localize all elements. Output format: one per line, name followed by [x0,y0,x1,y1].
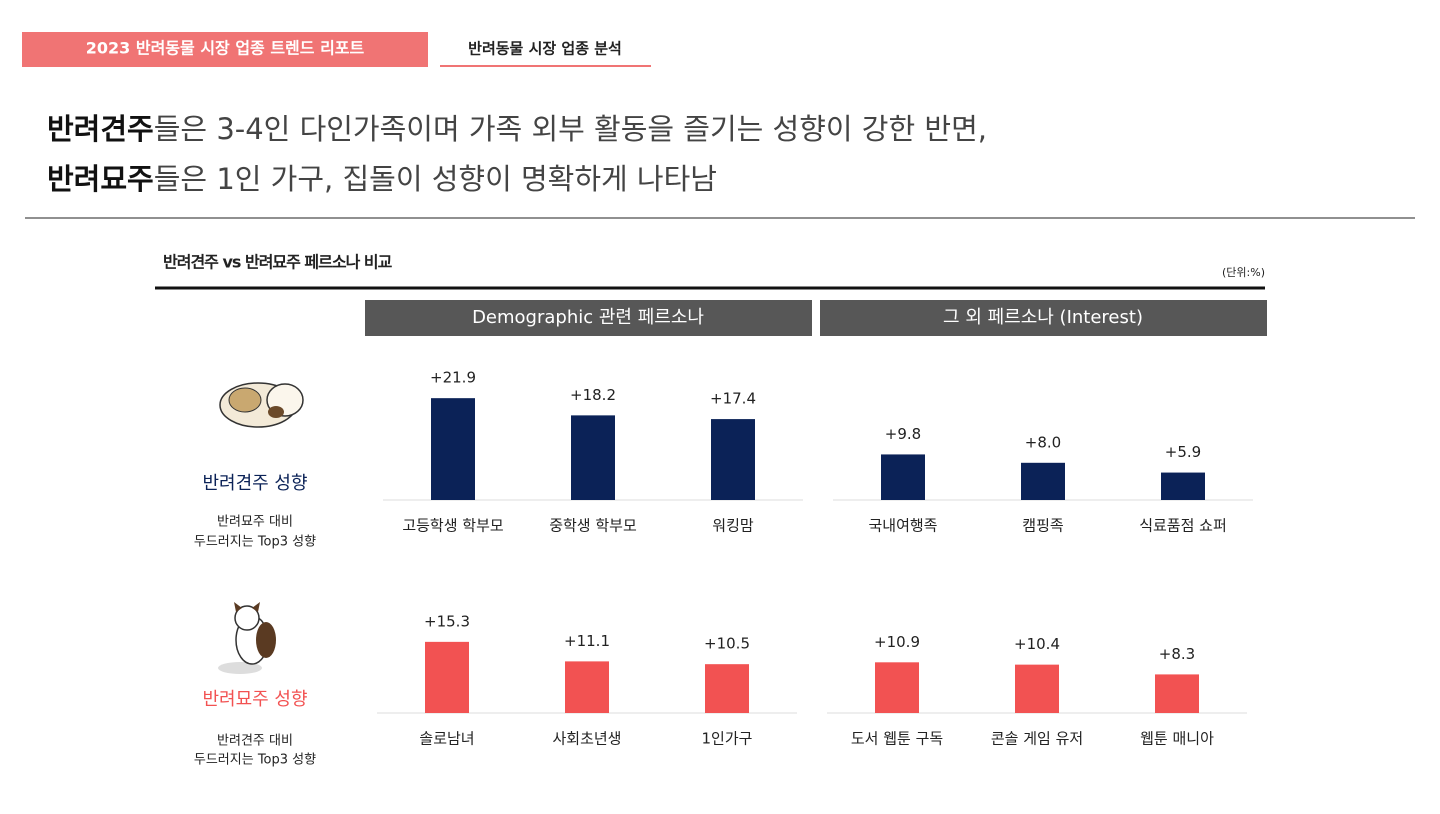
tab: 반려동물 시장 업종 분석 [468,40,622,58]
bar [705,664,749,713]
row-label: 반려묘주 성향 [202,689,307,710]
row-note: 반려견주 대비 [217,734,293,749]
value-label: +9.8 [885,425,921,443]
group-label: Demographic 관련 페르소나 [472,307,704,328]
headline: 반려견주들은 3-4인 다인가족이며 가족 외부 활동을 즐기는 성향이 강한 … [47,112,987,146]
value-label: +11.1 [564,632,610,650]
category-label: 1인가구 [702,730,753,748]
row-note: 두드러지는 Top3 성향 [194,753,316,768]
group-header [820,300,1267,336]
bar [1155,674,1199,713]
value-label: +18.2 [570,386,616,404]
bar [1161,472,1205,500]
bar [431,398,475,500]
value-label: +17.4 [710,390,756,408]
category-label: 식료품점 쇼퍼 [1139,517,1227,535]
bar [571,415,615,500]
category-label: 웹툰 매니아 [1140,730,1214,748]
category-label: 캠핑족 [1022,517,1064,535]
bar [711,419,755,500]
value-label: +5.9 [1165,443,1201,461]
bar [1015,664,1059,713]
value-label: +15.3 [424,612,470,630]
category-label: 워킹맘 [712,517,754,535]
headline-rest: 들은 3-4인 다인가족이며 가족 외부 활동을 즐기는 성향이 강한 반면, [154,112,987,146]
bar [875,662,919,713]
group-header [365,300,812,336]
unit: (단위:%) [1222,266,1265,279]
category-label: 중학생 학부모 [549,517,637,535]
category-label: 콘솔 게임 유저 [991,730,1083,748]
value-label: +8.0 [1025,433,1061,451]
bar [425,641,469,713]
category-label: 도서 웹툰 구독 [851,730,943,748]
bar [1021,462,1065,500]
headline: 반려묘주들은 1인 가구, 집돌이 성향이 명확하게 나타남 [47,162,717,196]
category-label: 국내여행족 [868,517,937,535]
cat-icon [218,602,276,674]
category-label: 사회초년생 [552,730,621,748]
row-note: 두드러지는 Top3 성향 [194,535,316,550]
row-label: 반려견주 성향 [202,473,307,494]
section-title: 반려견주 vs 반려묘주 페르소나 비교 [163,253,393,272]
value-label: +10.4 [1014,635,1060,653]
dog-icon [219,382,304,428]
bar [881,454,925,500]
headline-bold: 반려묘주 [47,162,154,196]
value-label: +8.3 [1159,645,1195,663]
group-label: 그 외 페르소나 (Interest) [943,307,1143,328]
tag: 2023 반려동물 시장 업종 트렌드 리포트 [86,39,365,58]
value-label: +10.5 [704,635,750,653]
headline-rest: 들은 1인 가구, 집돌이 성향이 명확하게 나타남 [154,162,717,196]
category-label: 고등학생 학부모 [402,517,504,535]
row-note: 반려묘주 대비 [217,515,293,530]
value-label: +21.9 [430,369,476,387]
bar [565,661,609,713]
category-label: 솔로남녀 [419,730,474,748]
headline-bold: 반려견주 [47,112,154,146]
tag-box [22,32,428,67]
value-label: +10.9 [874,633,920,651]
